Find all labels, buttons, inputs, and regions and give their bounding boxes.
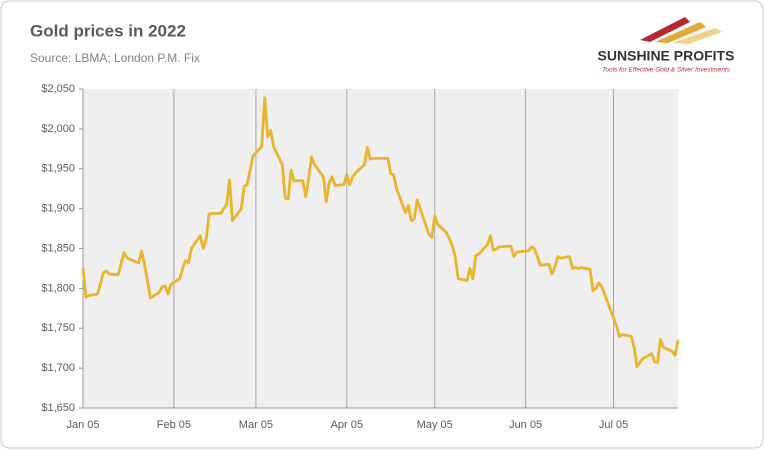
logo-swoosh <box>672 28 722 44</box>
y-tick-label: $1,700 <box>41 362 75 374</box>
logo-tagline: Tools for Effective Gold & Silver Invest… <box>602 67 731 74</box>
chart-title: Gold prices in 2022 <box>30 21 186 40</box>
x-tick-label: Jul 05 <box>599 419 628 431</box>
x-tick-label: Mar 05 <box>239 419 273 431</box>
x-tick-label: Jun 05 <box>509 419 542 431</box>
logo: SUNSHINE PROFITS Tools for Effective Gol… <box>598 17 735 74</box>
x-tick-label: Jan 05 <box>66 419 99 431</box>
y-tick-label: $1,750 <box>41 322 75 334</box>
logo-swoosh <box>655 22 706 43</box>
y-tick-label: $2,050 <box>41 83 75 95</box>
y-tick-label: $2,000 <box>41 123 75 135</box>
x-tick-label: May 05 <box>417 419 453 431</box>
x-tick-label: Feb 05 <box>157 419 191 431</box>
plot-area <box>83 89 678 408</box>
logo-name: SUNSHINE PROFITS <box>598 48 735 64</box>
chart-subtitle: Source: LBMA; London P.M. Fix <box>30 51 200 65</box>
y-tick-label: $1,650 <box>41 402 75 414</box>
y-tick-label: $1,850 <box>41 242 75 254</box>
logo-swoosh <box>640 17 690 42</box>
x-tick-label: Apr 05 <box>331 419 363 431</box>
y-tick-label: $1,900 <box>41 203 75 215</box>
price-line <box>81 96 680 368</box>
y-tick-label: $1,950 <box>41 163 75 175</box>
y-tick-label: $1,800 <box>41 282 75 294</box>
